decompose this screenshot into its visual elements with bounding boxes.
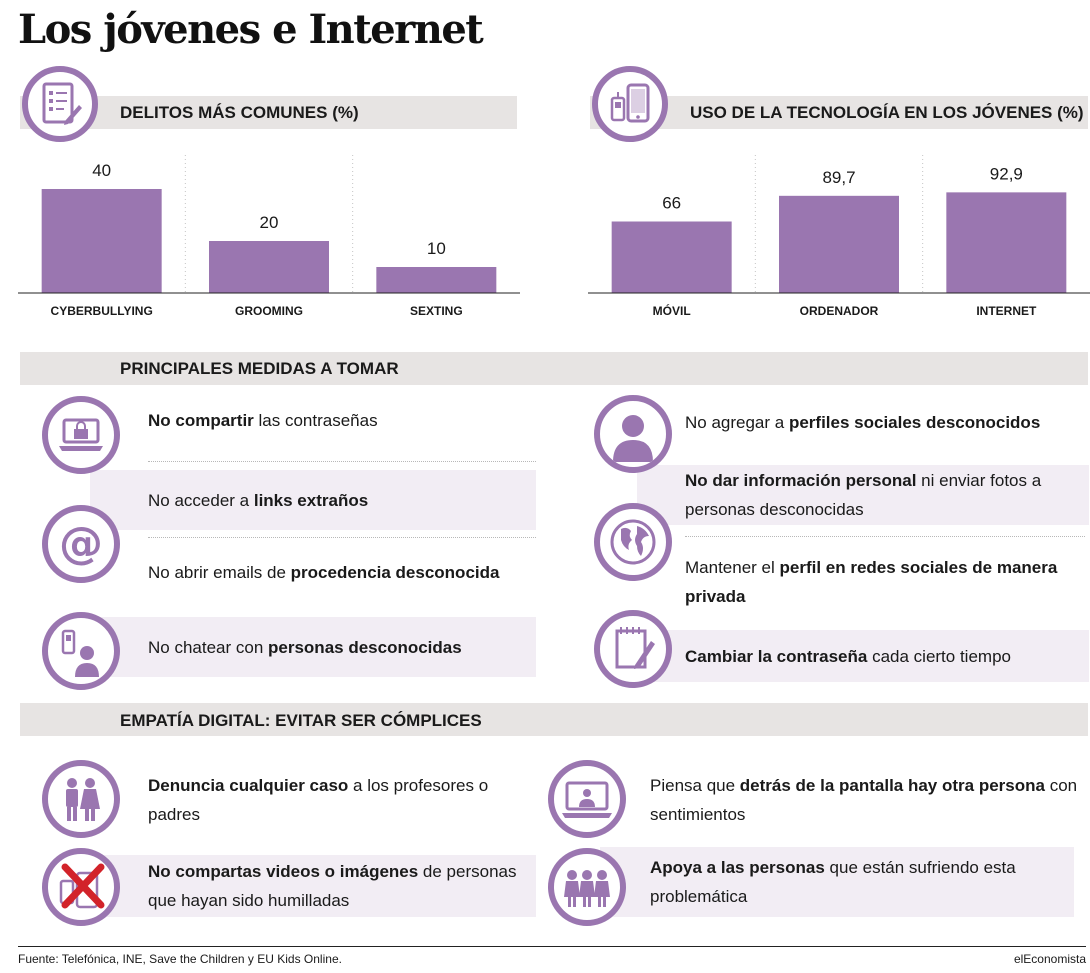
section-title-medidas: PRINCIPALES MEDIDAS A TOMAR	[120, 359, 399, 378]
footer-divider	[18, 946, 1086, 947]
empathy-left-2: No compartas videos o imágenes de person…	[90, 855, 536, 917]
row-text: No chatear con personas desconocidas	[148, 633, 462, 662]
group-people-icon	[548, 848, 626, 926]
row-text-bold: personas desconocidas	[268, 637, 462, 657]
measure-left-4: No chatear con personas desconocidas	[90, 617, 536, 677]
category-label: INTERNET	[976, 304, 1037, 318]
row-text-plain: No agregar a	[685, 412, 789, 432]
row-text: No agregar a perfiles sociales desconoci…	[685, 408, 1040, 437]
row-text: No compartir las contraseñas	[148, 406, 378, 435]
chart-uso: 66 MÓVIL 89,7 ORDENADOR 92,9 INTERNET	[588, 155, 1090, 318]
measure-right-4: Cambiar la contraseña cada cierto tiempo	[637, 630, 1089, 682]
phone-tablet-icon	[592, 66, 668, 142]
section-title-uso: USO DE LA TECNOLOGÍA EN LOS JÓVENES (%)	[690, 103, 1084, 122]
bar-grooming	[209, 241, 329, 293]
measure-left-2: No acceder a links extraños	[90, 470, 536, 530]
brand-logo: elEconomista	[1013, 952, 1086, 966]
person-phone-icon	[42, 612, 120, 690]
row-text-plain: ni enviar fotos a personas desconocidas	[685, 471, 1042, 519]
globe-icon	[594, 503, 672, 581]
row-text-bold: detrás de la pantalla hay otra persona	[739, 776, 1045, 795]
bar-sexting	[376, 267, 497, 293]
measure-right-2: No dar información personal ni enviar fo…	[637, 465, 1089, 525]
section-band-uso	[590, 96, 1088, 129]
separator	[685, 536, 1085, 537]
row-text-plain: No chatear con	[148, 637, 269, 657]
measure-left-3: No abrir emails de procedencia desconoci…	[148, 545, 536, 600]
row-text-bold: perfiles sociales desconocidos	[788, 412, 1041, 432]
empathy-left-1: Denuncia cualquier caso a los profesores…	[148, 770, 536, 830]
row-text-bold: procedencia desconocida	[290, 563, 500, 582]
value-label: 20	[260, 213, 279, 232]
row-text-bold: perfil en redes sociales de manera priva…	[685, 558, 1058, 606]
row-text: No abrir emails de procedencia desconoci…	[148, 558, 499, 587]
category-label: ORDENADOR	[800, 304, 879, 318]
row-text-plain: con sentimientos	[650, 776, 1078, 824]
row-text: Apoya a las personas que están sufriendo…	[650, 853, 1074, 911]
value-label: 89,7	[822, 168, 855, 187]
row-text-plain: las contraseñas	[253, 410, 378, 430]
row-text: Denuncia cualquier caso a los profesores…	[148, 771, 536, 829]
row-text: No dar información personal ni enviar fo…	[685, 466, 1089, 524]
measure-right-3: Mantener el perfil en redes sociales de …	[685, 552, 1085, 612]
separator	[148, 537, 536, 538]
separator	[148, 461, 536, 462]
bar-móvil	[611, 221, 732, 293]
value-label: 66	[662, 194, 681, 213]
row-text-bold: Denuncia cualquier caso	[148, 776, 349, 795]
bar-internet	[946, 192, 1067, 293]
at-sign-icon: @	[42, 505, 120, 583]
source-note: Fuente: Telefónica, INE, Save the Childr…	[18, 952, 342, 966]
bar-cyberbullying	[41, 189, 162, 293]
category-label: MÓVIL	[653, 303, 691, 318]
screen-person-icon	[548, 760, 626, 838]
couple-icon	[42, 760, 120, 838]
row-text-plain: que están sufriendo esta problemática	[650, 858, 1016, 906]
row-text: Mantener el perfil en redes sociales de …	[685, 553, 1085, 611]
section-band-empatia	[20, 703, 1088, 736]
category-label: GROOMING	[235, 304, 303, 318]
measure-right-1: No agregar a perfiles sociales desconoci…	[685, 397, 1085, 447]
row-text: No acceder a links extraños	[148, 486, 368, 515]
row-text-plain: de personas que hayan sido humilladas	[148, 862, 517, 910]
row-text-bold: No compartir	[148, 410, 254, 430]
row-text: No compartas videos o imágenes de person…	[148, 857, 536, 915]
row-text-bold: No dar información personal	[685, 471, 917, 490]
row-text-plain: cada cierto tiempo	[867, 646, 1011, 666]
document-icon	[22, 66, 98, 142]
row-text-plain: No acceder a	[148, 490, 254, 510]
row-text-bold: No compartas videos o imágenes	[148, 862, 419, 881]
section-title-empatia: EMPATÍA DIGITAL: EVITAR SER CÓMPLICES	[120, 711, 482, 730]
bar-ordenador	[779, 195, 899, 293]
row-text-plain: Mantener el	[685, 558, 780, 577]
row-text: Cambiar la contraseña cada cierto tiempo	[685, 642, 1011, 671]
section-title-delitos: DELITOS MÁS COMUNES (%)	[120, 103, 359, 122]
page-title: Los jóvenes e Internet	[18, 6, 484, 53]
empathy-right-2: Apoya a las personas que están sufriendo…	[600, 847, 1074, 917]
category-label: SEXTING	[410, 304, 463, 318]
row-text-bold: links extraños	[253, 490, 369, 510]
value-label: 92,9	[990, 164, 1023, 183]
user-profile-icon	[594, 395, 672, 473]
measure-left-1: No compartir las contraseñas	[148, 395, 536, 445]
value-label: 10	[427, 239, 446, 258]
row-text-bold: Cambiar la contraseña	[685, 646, 868, 666]
no-share-cross-icon	[42, 848, 120, 926]
section-band-delitos	[20, 96, 517, 129]
value-label: 40	[92, 161, 111, 180]
laptop-lock-icon	[42, 396, 120, 474]
calendar-pencil-icon	[594, 610, 672, 688]
row-text-plain: a los profesores o padres	[148, 776, 489, 824]
row-text-plain: Piensa que	[650, 776, 740, 795]
svg-text:@: @	[59, 518, 103, 569]
row-text: Piensa que detrás de la pantalla hay otr…	[650, 771, 1080, 829]
category-label: CYBERBULLYING	[51, 304, 153, 318]
empathy-right-1: Piensa que detrás de la pantalla hay otr…	[650, 770, 1080, 830]
section-band-medidas	[20, 352, 1088, 385]
row-text-plain: No abrir emails de	[148, 563, 291, 582]
row-text-bold: Apoya a las personas	[650, 858, 825, 877]
chart-delitos: 40 CYBERBULLYING 20 GROOMING 10 SEXTING	[18, 155, 520, 318]
